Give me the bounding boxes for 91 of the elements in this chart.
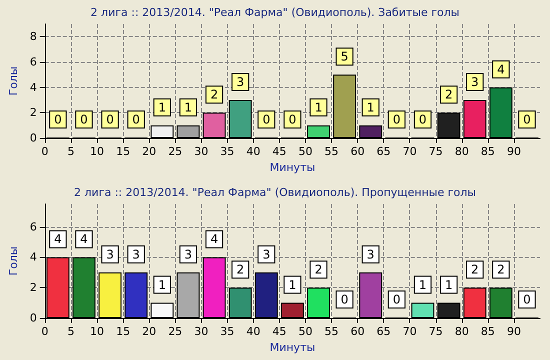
data-label: 2 [236,262,244,277]
data-label: 1 [366,100,374,114]
x-tick-label: 25 [168,325,182,338]
x-tick-label: 90 [506,145,521,158]
y-tick-label: 6 [30,56,37,68]
data-label: 1 [418,278,427,292]
chart-title: 2 лига :: 2013/2014. "Реал Фарма" (Овидиополь). Забитые голы [90,6,460,19]
data-label: 0 [340,292,348,306]
x-tick-label: 70 [402,325,417,338]
data-label: 1 [184,100,192,114]
x-tick-label: 5 [67,145,74,158]
x-tick-label: 50 [298,145,312,158]
data-label: 3 [236,75,244,89]
x-tick-label: 80 [454,325,469,338]
x-tick-label: 65 [376,145,391,158]
x-tick-label: 20 [142,325,156,338]
chart-title: 2 лига :: 2013/2014. "Реал Фарма" (Овидиополь). Пропущенные голы [74,186,476,199]
x-tick-label: 85 [480,325,495,338]
x-tick-label: 15 [116,325,130,338]
data-label: 2 [210,88,218,102]
data-label: 2 [497,262,505,277]
data-label: 5 [340,50,348,64]
y-tick-label: 6 [30,220,37,234]
x-tick-label: 40 [246,145,260,158]
x-tick-label: 25 [168,145,182,158]
data-label: 0 [54,112,62,126]
data-label: 3 [262,247,270,262]
y-tick-label: 4 [30,80,37,94]
x-tick-label: 10 [90,325,104,338]
x-tick-label: 45 [272,145,286,158]
x-tick-label: 80 [454,145,469,158]
data-label: 4 [210,232,218,246]
x-tick-label: 55 [324,325,339,338]
x-tick-label: 70 [402,145,417,158]
x-tick-label: 60 [350,325,365,338]
x-tick-label: 50 [298,325,312,338]
x-tick-label: 60 [350,145,365,158]
x-tick-label: 35 [220,325,234,338]
x-tick-label: 85 [480,145,495,158]
data-label: 1 [158,100,166,114]
y-tick-label: 2 [30,106,37,120]
data-label: 0 [418,112,427,126]
x-tick-label: 40 [246,325,260,338]
x-tick-label: 5 [67,325,74,338]
data-label: 0 [392,292,400,306]
y-tick-label: 8 [30,30,37,44]
data-label: 0 [523,292,531,306]
x-tick-label: 30 [194,325,208,338]
y-axis-title: Голы [7,246,20,276]
x-tick-label: 30 [194,145,208,158]
data-label: 0 [288,112,296,126]
data-label: 4 [80,232,88,246]
data-label: 3 [366,247,374,262]
x-tick-label: 75 [428,145,443,158]
data-label: 3 [106,247,114,262]
data-label: 1 [288,278,296,292]
y-tick-label: 4 [30,250,37,264]
y-tick-label: 0 [30,132,37,144]
data-label: 1 [444,278,453,292]
data-label: 4 [54,232,62,246]
data-label: 1 [158,278,166,292]
x-tick-label: 75 [428,325,443,338]
data-label: 0 [523,112,531,126]
data-label: 3 [471,75,479,89]
x-tick-label: 90 [506,325,521,338]
x-axis-title: Минуты [270,160,316,174]
x-tick-label: 55 [324,145,339,158]
x-tick-label: 65 [376,325,391,338]
data-label: 3 [184,247,192,262]
data-label: 3 [132,247,140,262]
x-tick-label: 45 [272,325,286,338]
x-tick-label: 10 [90,145,104,158]
data-label: 2 [444,88,453,102]
data-label: 0 [132,112,140,126]
y-tick-label: 2 [30,281,37,294]
x-tick-label: 0 [41,145,48,158]
data-label: 0 [262,112,270,126]
data-label: 0 [80,112,88,126]
x-axis-title: Минуты [270,340,316,354]
y-tick-label: 0 [30,312,37,324]
x-tick-label: 15 [116,145,130,158]
data-label: 2 [314,262,322,277]
data-label: 0 [392,112,400,126]
x-tick-label: 0 [41,325,48,338]
y-axis-title: Голы [7,66,20,96]
x-tick-label: 35 [220,145,234,158]
x-tick-label: 20 [142,145,156,158]
data-label: 2 [471,262,479,277]
data-label: 1 [314,100,322,114]
data-label: 0 [106,112,114,126]
data-label: 4 [497,62,505,76]
